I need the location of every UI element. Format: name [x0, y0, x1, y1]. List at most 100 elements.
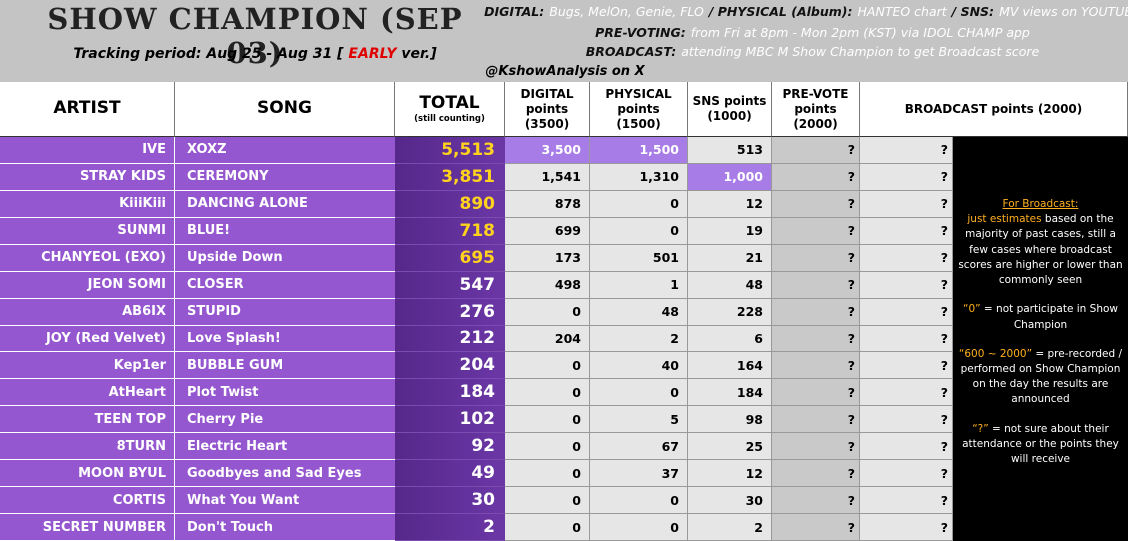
- table-cell: 0: [590, 190, 688, 218]
- table-cell: 19: [688, 217, 772, 245]
- table-cell: 30: [688, 487, 772, 515]
- info-value: HANTEO chart: [857, 4, 947, 19]
- table-cell: XOXZ: [175, 137, 395, 164]
- table-cell: 3,500: [505, 137, 590, 164]
- table-cell: ?: [772, 514, 860, 541]
- table-cell: BUBBLE GUM: [175, 352, 395, 380]
- table-cell: 0: [505, 406, 590, 434]
- table-cell: 228: [688, 298, 772, 326]
- table-cell: 1: [590, 271, 688, 299]
- info-label: BROADCAST:: [585, 44, 677, 59]
- table-cell: Upside Down: [175, 244, 395, 272]
- info-value: attending MBC M Show Champion to get Bro…: [681, 44, 1040, 59]
- table-cell: JEON SOMI: [0, 271, 175, 299]
- table-cell: 0: [590, 379, 688, 407]
- table-cell: 0: [505, 460, 590, 488]
- table-cell: ?: [772, 190, 860, 218]
- table-cell: SECRET NUMBER: [0, 514, 175, 541]
- info-line: DIGITAL: Bugs, MelOn, Genie, FLO / PHYSICA…: [470, 4, 1128, 19]
- note: For Broadcast: just estimates based on th…: [957, 197, 1124, 288]
- table-cell: 513: [688, 137, 772, 164]
- table-cell: 49: [395, 460, 505, 488]
- table-cell: 67: [590, 433, 688, 461]
- table-cell: 12: [688, 190, 772, 218]
- table-cell: 1,000: [688, 163, 772, 191]
- table-cell: 276: [395, 298, 505, 326]
- note-emphasis: “600 ~ 2000”: [958, 347, 1033, 360]
- table-cell: 695: [395, 244, 505, 272]
- note-text: = not sure about their attendance or the…: [962, 422, 1119, 466]
- table-cell: ?: [860, 137, 953, 164]
- table-cell: 0: [590, 514, 688, 541]
- table-cell: ?: [772, 487, 860, 515]
- info-line: PRE-VOTING: from Fri at 8pm - Mon 2pm (KS…: [470, 25, 1128, 40]
- table-cell: ?: [772, 379, 860, 407]
- note: “600 ~ 2000” = pre-recorded / performed …: [957, 347, 1124, 408]
- table-cell: 0: [505, 298, 590, 326]
- table-cell: CHANYEOL (EXO): [0, 244, 175, 272]
- table-cell: TEEN TOP: [0, 406, 175, 434]
- table-cell: IVE: [0, 137, 175, 164]
- table-cell: 0: [505, 514, 590, 541]
- table-cell: ?: [860, 190, 953, 218]
- header-text: PRE-VOTE: [782, 86, 849, 101]
- table-cell: Kep1er: [0, 352, 175, 380]
- table-cell: 37: [590, 460, 688, 488]
- table-cell: ?: [860, 217, 953, 245]
- table-cell: ?: [860, 406, 953, 434]
- note: “?” = not sure about their attendance or…: [957, 422, 1124, 468]
- tracking-text: ver.]: [401, 46, 437, 62]
- table-cell: ?: [772, 352, 860, 380]
- table-cell: ?: [772, 137, 860, 164]
- table-cell: Electric Heart: [175, 433, 395, 461]
- table-cell: CORTIS: [0, 487, 175, 515]
- table-cell: CEREMONY: [175, 163, 395, 191]
- header-band: [0, 0, 1128, 82]
- note-emphasis: “0”: [963, 303, 981, 316]
- note-text: = pre-recorded / performed on Show Champ…: [960, 347, 1123, 406]
- table-cell: ?: [772, 433, 860, 461]
- table-cell: Cherry Pie: [175, 406, 395, 434]
- header-text: ARTIST: [53, 98, 121, 119]
- table-cell: ?: [860, 379, 953, 407]
- table-cell: AB6IX: [0, 298, 175, 326]
- title: SHOW CHAMPION (SEP 03): [47, 2, 463, 70]
- note-heading: For Broadcast:: [1002, 198, 1079, 210]
- version-flag: EARLY: [348, 46, 397, 62]
- table-cell: 92: [395, 433, 505, 461]
- table-cell: 718: [395, 217, 505, 245]
- header-text: points: [525, 101, 569, 116]
- table-cell: 0: [505, 487, 590, 515]
- header-text: points: [794, 101, 837, 116]
- table-cell: 2: [590, 325, 688, 353]
- table-cell: 212: [395, 325, 505, 353]
- table-cell: 1,541: [505, 163, 590, 191]
- notes-panel: For Broadcast: just estimates based on th…: [953, 137, 1128, 541]
- table-cell: 25: [688, 433, 772, 461]
- table-cell: ?: [860, 460, 953, 488]
- column-header: SONG: [175, 82, 395, 137]
- table-cell: 0: [590, 487, 688, 515]
- table-cell: ?: [772, 163, 860, 191]
- table-cell: 890: [395, 190, 505, 218]
- column-header: DIGITAL points (3500): [505, 82, 590, 137]
- info-value: MV views on YOUTUBE: [999, 4, 1128, 19]
- table-cell: ?: [860, 244, 953, 272]
- table-cell: 0: [590, 217, 688, 245]
- header-text: SONG: [257, 98, 312, 119]
- table-cell: ?: [860, 433, 953, 461]
- table-cell: ?: [860, 352, 953, 380]
- table-cell: CLOSER: [175, 271, 395, 299]
- table-cell: 6: [688, 325, 772, 353]
- info-value: Bugs, MelOn, Genie, FLO: [549, 4, 704, 19]
- column-header: PHYSICAL points (1500): [590, 82, 688, 137]
- table-cell: 878: [505, 190, 590, 218]
- table-cell: 2: [395, 514, 505, 541]
- tracking-text: Tracking period: Aug 25 - Aug 31 [: [73, 46, 344, 62]
- table-cell: STUPID: [175, 298, 395, 326]
- table-cell: BLUE!: [175, 217, 395, 245]
- header-text: PHYSICAL: [605, 86, 672, 101]
- table-cell: DANCING ALONE: [175, 190, 395, 218]
- table-cell: 48: [590, 298, 688, 326]
- table-cell: 173: [505, 244, 590, 272]
